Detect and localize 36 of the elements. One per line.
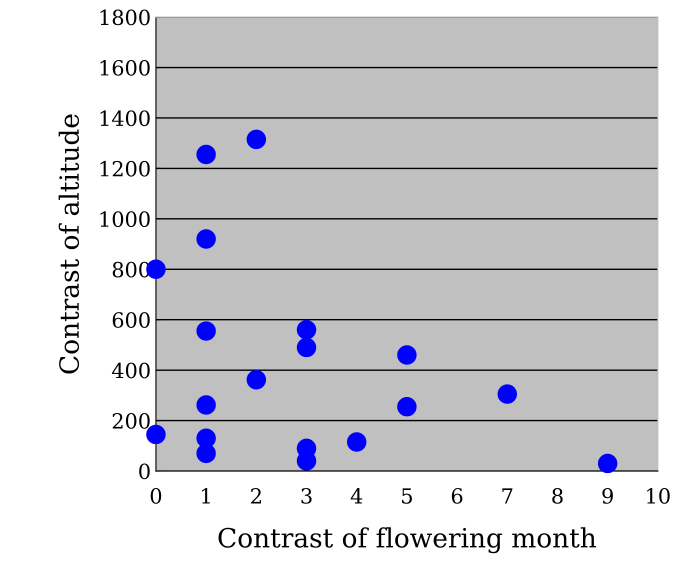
point [397,345,417,365]
y-axis-title: Contrast of altitude [58,114,80,374]
x-tick-label: 8 [552,488,563,504]
y-tick-label: 1600 [100,60,150,76]
y-tick-label: 200 [112,413,150,429]
y-tick-label: 1400 [100,110,150,126]
x-tick-label: 0 [150,488,162,504]
point [196,444,216,464]
point [498,384,517,404]
point [296,320,316,340]
x-axis-title: Contrast of flowering month [218,527,596,554]
x-tick-label: 5 [402,488,412,504]
point [196,144,216,164]
y-tick-label: 0 [139,463,150,480]
x-tick-label: 10 [647,488,670,504]
x-tick-label: 9 [602,488,613,504]
point [196,229,216,249]
point [296,338,316,358]
point [598,454,618,474]
point [196,321,216,341]
y-tick-label: 1200 [100,160,150,177]
point [196,395,216,415]
x-tick-label: 4 [350,488,362,504]
point [397,396,417,416]
x-tick-label: 6 [452,488,462,504]
y-tick-label: 1000 [100,211,150,228]
point [346,432,366,452]
y-tick-label: 1800 [100,10,150,26]
x-tick-label: 7 [502,488,512,504]
point [246,370,266,390]
y-tick-label: 600 [112,312,150,328]
point [246,130,266,150]
y-tick-label: 400 [112,362,150,378]
x-tick-label: 3 [301,488,312,504]
x-tick-label: 2 [251,488,261,504]
x-tick-label: 1 [202,488,210,504]
